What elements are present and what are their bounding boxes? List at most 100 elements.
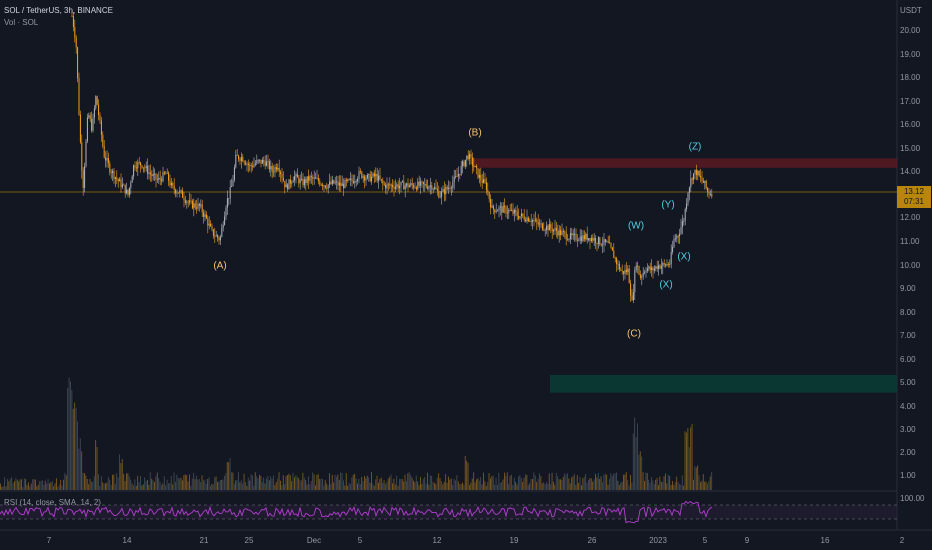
bar-countdown: 07:31 [903, 197, 925, 206]
candle-body [259, 159, 261, 161]
volume-bar [642, 472, 644, 490]
resistance-zone [472, 158, 897, 168]
volume-bar [607, 484, 609, 490]
candle-body [593, 238, 595, 241]
candle-body [407, 183, 409, 188]
volume-bar [548, 473, 550, 490]
volume-bar [217, 481, 218, 490]
candle-body [362, 176, 364, 178]
volume-bar [364, 475, 365, 490]
candle-body [414, 187, 416, 189]
volume-bar [672, 481, 673, 490]
volume-bar [103, 483, 105, 490]
candle-body [630, 283, 632, 296]
candle-body [677, 236, 679, 237]
candle-body [425, 183, 427, 187]
candle-body [520, 213, 522, 217]
volume-bar [477, 478, 479, 490]
candle-body [95, 96, 97, 109]
candle-body [298, 177, 300, 184]
volume-bar [89, 478, 91, 490]
candle-body [379, 175, 381, 180]
volume-bar [681, 475, 683, 490]
candles [71, 11, 713, 303]
volume-bar [425, 483, 427, 490]
volume-bar [488, 473, 490, 490]
candle-body [200, 204, 202, 206]
volume-bar [212, 484, 214, 490]
candle-body [141, 165, 143, 168]
candle-body [628, 268, 630, 284]
volume-bar [536, 482, 538, 490]
volume-bar [456, 475, 458, 490]
candle-body [590, 237, 592, 242]
currency-label: USDT [900, 6, 922, 15]
candle-body [427, 186, 429, 189]
candle-body [372, 173, 374, 177]
volume-bar [653, 483, 655, 490]
volume-bar [387, 478, 389, 490]
time-tick: 16 [820, 536, 830, 545]
candle-body [576, 239, 578, 241]
candle-body [442, 189, 444, 192]
candle-body [646, 268, 648, 272]
volume-bar [253, 485, 255, 490]
volume-bar [267, 475, 269, 490]
candle-body [165, 173, 167, 175]
volume-bar [266, 478, 267, 490]
candle-body [532, 220, 534, 222]
volume-bar [77, 421, 78, 490]
candle-body [131, 176, 133, 183]
candle-body [561, 231, 563, 235]
candle-body [338, 182, 340, 186]
candle-body [187, 201, 189, 203]
volume-bar [522, 481, 524, 490]
volume-bar [624, 474, 626, 490]
candle-body [487, 189, 489, 193]
volume-bar [219, 480, 221, 490]
volume-bar [574, 473, 575, 490]
volume-bar [508, 484, 510, 490]
volume-bar [673, 484, 675, 490]
candle-body [239, 159, 241, 161]
candle-body [491, 205, 493, 208]
candle-body [670, 252, 672, 265]
candle-body [121, 184, 123, 188]
candle-body [79, 114, 81, 143]
volume-bar [632, 433, 634, 490]
candle-body [401, 181, 403, 183]
volume-bar [350, 484, 351, 490]
volume-bar [75, 408, 77, 490]
candle-body [281, 173, 283, 179]
candle-body [138, 162, 140, 164]
volume-bar [137, 476, 139, 490]
candle-body [196, 207, 198, 209]
candle-body [316, 178, 318, 179]
candle-body [420, 181, 422, 186]
candle-body [190, 200, 192, 202]
volume-bar [415, 475, 417, 490]
volume-bar [316, 474, 318, 490]
candle-body [505, 207, 507, 214]
candle-body [315, 177, 317, 179]
candle-body [189, 200, 191, 203]
volume-bar [499, 482, 501, 490]
candle-body [567, 239, 569, 241]
time-tick: Dec [306, 536, 322, 545]
candle-body [82, 170, 84, 188]
price-tick: 17.00 [900, 97, 921, 106]
volume-bar [581, 485, 582, 490]
volume-bar [36, 486, 38, 490]
volume-bar [628, 485, 630, 490]
volume-bar [247, 477, 249, 490]
candle-body [155, 173, 157, 180]
volume-bar [39, 480, 41, 490]
volume-bar [595, 473, 596, 490]
volume-bar [519, 475, 521, 490]
volume-bar [85, 475, 87, 490]
candle-body [182, 190, 184, 198]
candle-body [553, 229, 555, 232]
candle-body [168, 172, 170, 181]
candle-body [110, 172, 112, 174]
